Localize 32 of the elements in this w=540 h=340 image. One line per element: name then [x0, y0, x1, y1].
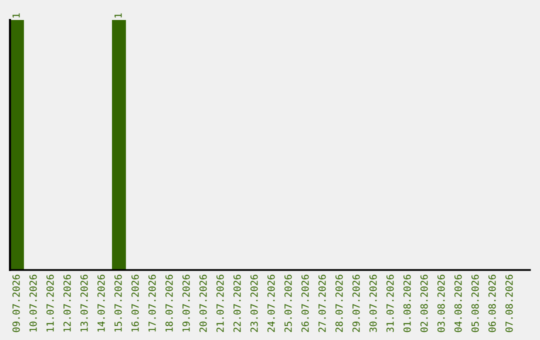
x-tick-label: 24.07.2026 — [267, 274, 275, 332]
x-tick-label: 13.07.2026 — [80, 274, 88, 332]
x-tick-label: 27.07.2026 — [318, 274, 326, 332]
x-tick-label: 06.08.2026 — [488, 274, 496, 332]
x-tick-label: 01.08.2026 — [403, 274, 411, 332]
x-tick-label: 31.07.2026 — [386, 274, 394, 332]
x-tick-label: 10.07.2026 — [29, 274, 37, 332]
x-tick-label: 20.07.2026 — [199, 274, 207, 332]
x-tick-label: 05.08.2026 — [471, 274, 479, 332]
x-tick-label: 16.07.2026 — [131, 274, 139, 332]
x-tick-label: 15.07.2026 — [114, 274, 122, 332]
x-tick-label: 19.07.2026 — [182, 274, 190, 332]
x-tick-label: 28.07.2026 — [335, 274, 343, 332]
x-tick-label: 29.07.2026 — [352, 274, 360, 332]
x-tick-label: 11.07.2026 — [46, 274, 54, 332]
x-tick-label: 07.08.2026 — [505, 274, 513, 332]
x-tick-label: 23.07.2026 — [250, 274, 258, 332]
x-tick-label: 02.08.2026 — [420, 274, 428, 332]
x-tick-label: 30.07.2026 — [369, 274, 377, 332]
x-tick-label: 03.08.2026 — [437, 274, 445, 332]
x-tick-label: 09.07.2026 — [12, 274, 20, 332]
x-tick-label: 26.07.2026 — [301, 274, 309, 332]
x-tick-label: 17.07.2026 — [148, 274, 156, 332]
data-label: 1 — [12, 13, 20, 18]
x-tick-label: 14.07.2026 — [97, 274, 105, 332]
x-tick-label: 21.07.2026 — [216, 274, 224, 332]
x-tick-label: 22.07.2026 — [233, 274, 241, 332]
x-tick-label: 18.07.2026 — [165, 274, 173, 332]
data-label: 1 — [114, 13, 122, 18]
x-tick-label: 04.08.2026 — [454, 274, 462, 332]
x-tick-label: 25.07.2026 — [284, 274, 292, 332]
x-tick-label: 12.07.2026 — [63, 274, 71, 332]
